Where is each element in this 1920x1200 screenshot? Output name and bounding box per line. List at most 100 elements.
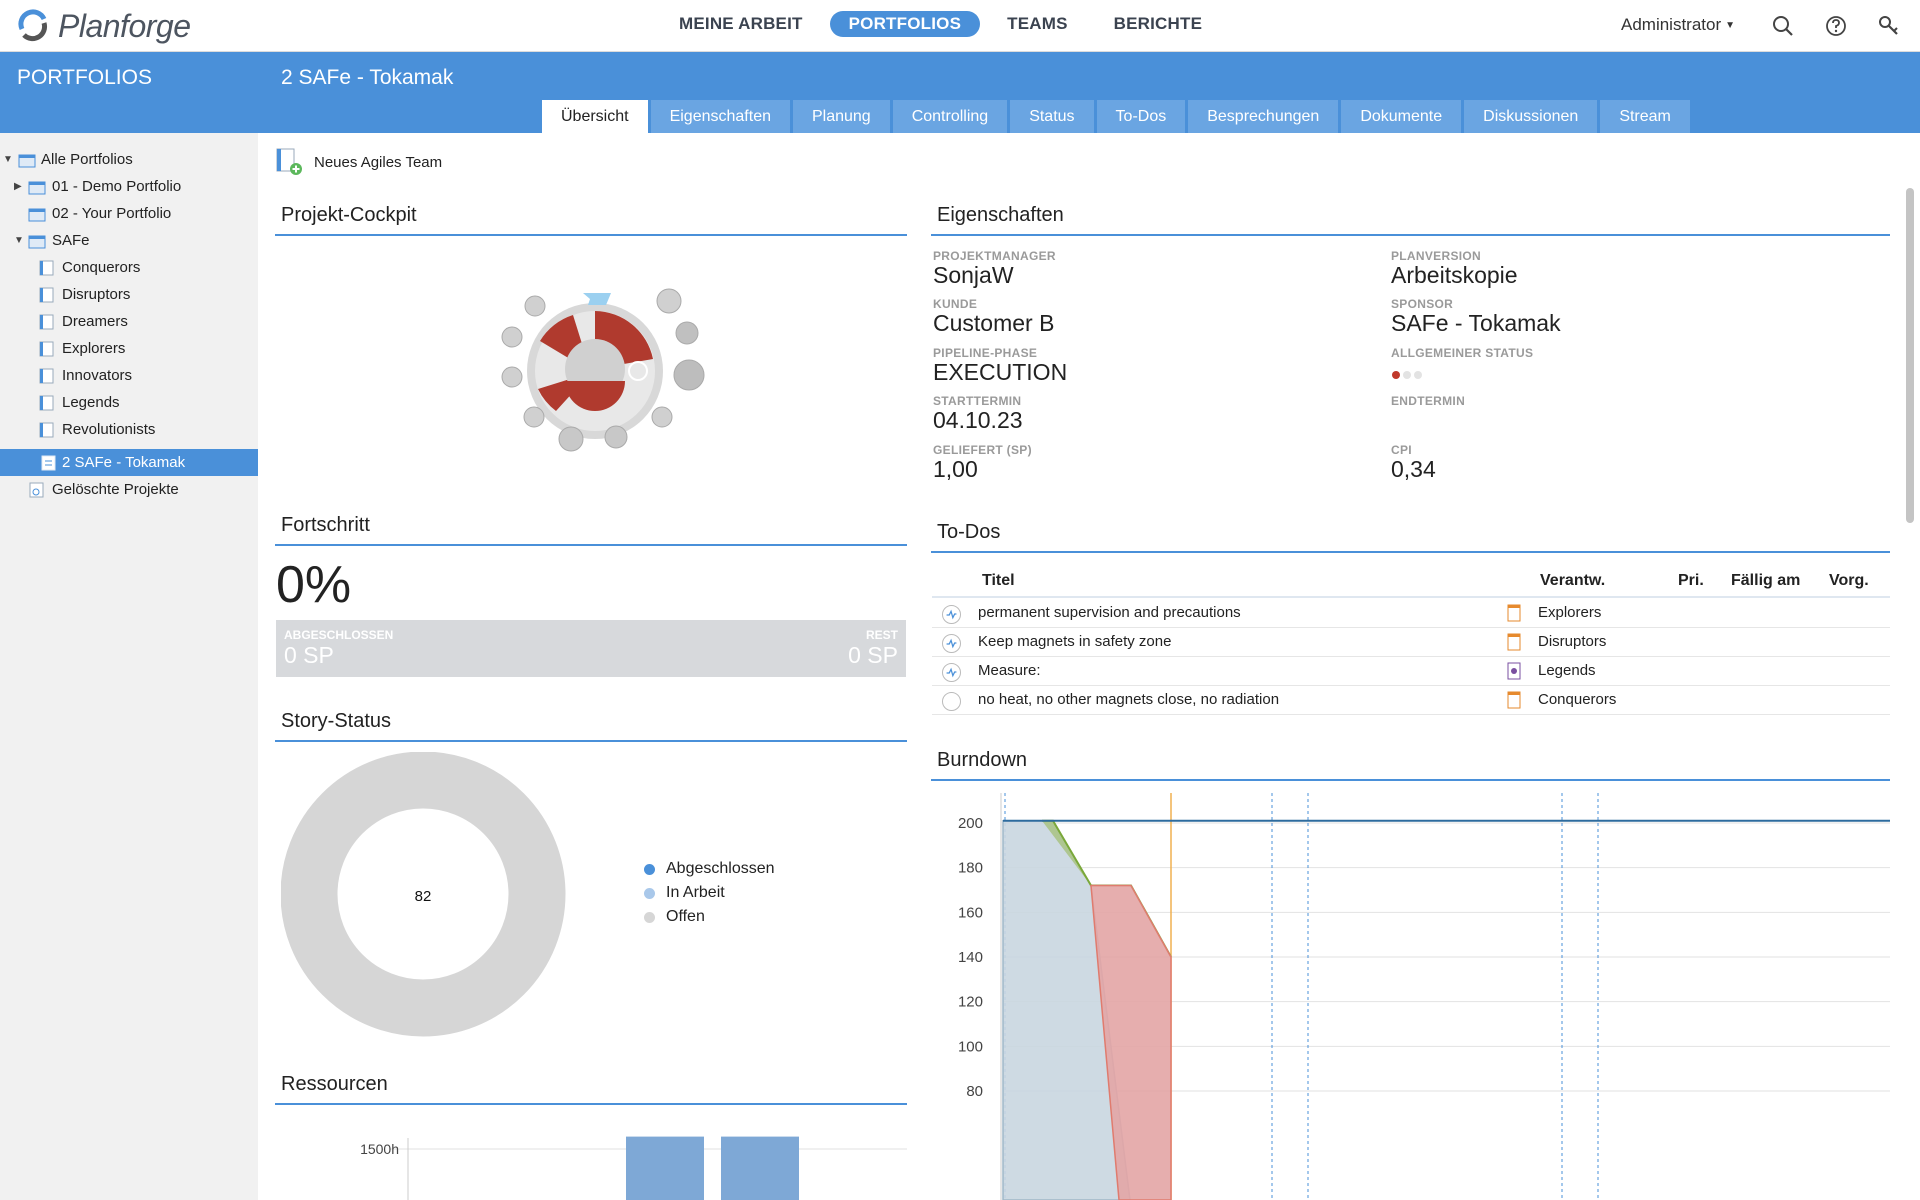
tree-item-innovators[interactable]: Innovators	[0, 362, 258, 389]
nav-teams[interactable]: TEAMS	[1007, 14, 1068, 33]
collapsed-arrow-icon[interactable]: ▶	[14, 181, 22, 192]
progress-rest-label: REST	[865, 628, 898, 642]
todo-row[interactable]: Keep magnets in safety zone Disruptors	[932, 628, 1890, 657]
in-progress-icon[interactable]	[942, 634, 961, 653]
team-owner-icon	[1507, 604, 1521, 622]
y-tick-label: 1500h	[360, 1141, 399, 1157]
prop-end-label: ENDTERMIN	[1391, 394, 1466, 408]
tree-item-legends[interactable]: Legends	[0, 389, 258, 416]
burndown-rule	[931, 779, 1890, 781]
legend-dot	[644, 911, 655, 923]
prop-pipeline-label: PIPELINE-PHASE	[933, 346, 1038, 360]
tab-todos[interactable]: To-Dos	[1096, 100, 1186, 133]
resources-chart: 1500h	[360, 1136, 907, 1200]
story-status-center-value: 82	[415, 888, 432, 905]
todo-row[interactable]: Measure: Legends	[932, 657, 1890, 686]
todo-header-title[interactable]: Titel	[982, 572, 1015, 589]
portfolio-icon	[28, 181, 46, 194]
legend-offen[interactable]: Offen	[644, 908, 705, 926]
project-tabs: Übersicht Eigenschaften Planung Controll…	[542, 100, 1690, 133]
nav-portfolios[interactable]: PORTFOLIOS	[829, 11, 981, 37]
nav-berichte[interactable]: BERICHTE	[1113, 14, 1203, 33]
expand-arrow-icon[interactable]: ▼	[3, 154, 13, 165]
y-tick-label: 100	[958, 1038, 983, 1055]
tab-status[interactable]: Status	[1010, 100, 1094, 133]
prop-status-label: ALLGEMEINER STATUS	[1391, 346, 1534, 360]
tree-item-dreamers[interactable]: Dreamers	[0, 308, 258, 335]
team-icon	[39, 287, 54, 302]
tree-item-your-portfolio[interactable]: 02 - Your Portfolio	[0, 200, 258, 227]
tree-item-safe[interactable]: ▼ SAFe	[14, 232, 90, 249]
tree-item-explorers[interactable]: Explorers	[0, 335, 258, 362]
prop-pipeline-value: EXECUTION	[933, 359, 1068, 385]
team-icon	[39, 260, 54, 275]
help-icon[interactable]	[1823, 13, 1849, 39]
tab-controlling[interactable]: Controlling	[892, 100, 1008, 133]
nav-meine-arbeit[interactable]: MEINE ARBEIT	[679, 14, 803, 33]
scrollbar-thumb[interactable]	[1906, 188, 1914, 523]
tab-eigenschaften[interactable]: Eigenschaften	[650, 100, 790, 133]
prop-kunde-value: Customer B	[933, 310, 1055, 336]
tab-uebersicht[interactable]: Übersicht	[542, 100, 648, 133]
todo-header-prev[interactable]: Vorg.	[1829, 572, 1869, 589]
cockpit-rule	[275, 234, 907, 236]
tree-item-safe-tokamak[interactable]: 2 SAFe - Tokamak	[0, 449, 258, 476]
resource-bar	[721, 1136, 799, 1200]
prop-kunde-label: KUNDE	[933, 297, 978, 311]
burndown-chart[interactable]: 200 180 160 140 120 100 80	[931, 793, 1890, 1200]
resource-bar	[626, 1136, 704, 1200]
tree-item-disruptors[interactable]: Disruptors	[0, 281, 258, 308]
todo-header-due[interactable]: Fällig am	[1731, 572, 1801, 589]
progress-rule	[275, 544, 907, 546]
tree-item-conquerors[interactable]: Conquerors	[0, 254, 258, 281]
tab-diskussionen[interactable]: Diskussionen	[1464, 100, 1598, 133]
tree-item-alle-portfolios[interactable]: ▼ Alle Portfolios	[3, 151, 133, 168]
in-progress-icon[interactable]	[942, 663, 961, 682]
in-progress-icon[interactable]	[942, 605, 961, 624]
logo[interactable]: Planforge	[16, 8, 191, 44]
tab-besprechungen[interactable]: Besprechungen	[1188, 100, 1339, 133]
legend-in-arbeit[interactable]: In Arbeit	[644, 884, 725, 902]
todo-header-priority[interactable]: Pri.	[1678, 572, 1704, 589]
prop-projektmanager-value: SonjaW	[933, 262, 1014, 288]
sidebar-header: PORTFOLIOS	[0, 52, 258, 133]
tree-item-geloeschte-projekte[interactable]: Gelöschte Projekte	[0, 476, 258, 503]
deleted-projects-icon	[29, 482, 44, 497]
status-dot-green	[1414, 371, 1422, 379]
project-cockpit-widget[interactable]	[498, 281, 708, 461]
team-owner-icon	[1507, 633, 1521, 651]
todo-row[interactable]: permanent supervision and precautions Ex…	[932, 599, 1890, 628]
user-owner-icon	[1507, 662, 1521, 680]
story-status-donut[interactable]: 82	[281, 752, 571, 1042]
legend-dot	[644, 887, 655, 899]
legend-abgeschlossen[interactable]: Abgeschlossen	[644, 860, 775, 878]
new-agile-team-button[interactable]: Neues Agiles Team	[274, 147, 442, 177]
prop-cpi-label: CPI	[1391, 443, 1412, 457]
new-agile-team-label: Neues Agiles Team	[314, 153, 443, 171]
team-icon	[39, 368, 54, 383]
series-new	[1090, 884, 1172, 1200]
legend-dot	[644, 863, 655, 875]
tab-dokumente[interactable]: Dokumente	[1341, 100, 1462, 133]
todo-header-divider	[932, 596, 1890, 598]
top-bar: Planforge MEINE ARBEIT PORTFOLIOS TEAMS …	[0, 0, 1920, 52]
prop-projektmanager-label: PROJEKTMANAGER	[933, 249, 1056, 263]
user-menu[interactable]: Administrator ▼	[1621, 15, 1735, 35]
tree-item-demo-portfolio[interactable]: ▶ 01 - Demo Portfolio	[14, 178, 182, 195]
expand-arrow-icon[interactable]: ▼	[14, 235, 24, 246]
todo-row[interactable]: no heat, no other magnets close, no radi…	[932, 686, 1890, 715]
tab-planung[interactable]: Planung	[792, 100, 890, 133]
prop-delivered-label: GELIEFERT (SP)	[933, 443, 1032, 457]
portfolio-tree: ▼ Alle Portfolios ▶ 01 - Demo Portfolio …	[0, 133, 258, 1200]
open-status-icon[interactable]	[942, 692, 961, 711]
key-search-icon[interactable]	[1876, 13, 1902, 39]
search-icon[interactable]	[1770, 13, 1796, 39]
todo-header-owner[interactable]: Verantw.	[1540, 572, 1606, 589]
project-header: 2 SAFe - Tokamak Übersicht Eigenschaften…	[258, 52, 1920, 133]
y-tick-label: 120	[958, 994, 983, 1011]
story-status-title: Story-Status	[281, 710, 392, 732]
add-team-icon	[276, 148, 302, 175]
tree-item-revolutionists[interactable]: Revolutionists	[0, 416, 258, 443]
tab-stream[interactable]: Stream	[1600, 100, 1690, 133]
team-icon	[39, 314, 54, 329]
